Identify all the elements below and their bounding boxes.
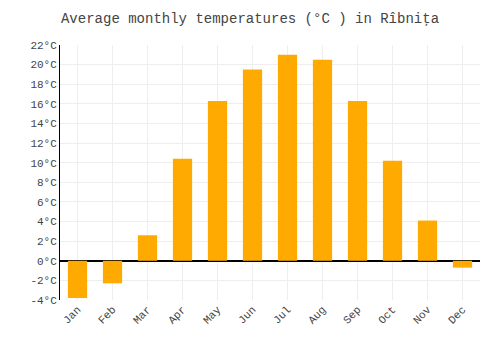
svg-text:14°C: 14°C — [30, 118, 57, 130]
svg-text:-4°C: -4°C — [30, 295, 57, 307]
svg-text:12°C: 12°C — [30, 138, 57, 150]
svg-text:2°C: 2°C — [37, 236, 57, 248]
svg-text:Average monthly temperatures (: Average monthly temperatures (°C ) in Rî… — [61, 11, 439, 27]
svg-text:Jun: Jun — [236, 304, 258, 326]
svg-text:May: May — [201, 304, 224, 327]
svg-text:8°C: 8°C — [37, 177, 57, 189]
svg-text:10°C: 10°C — [30, 158, 57, 170]
svg-text:-2°C: -2°C — [30, 275, 57, 287]
svg-text:16°C: 16°C — [30, 99, 57, 111]
svg-text:Apr: Apr — [166, 304, 188, 326]
svg-text:22°C: 22°C — [30, 40, 57, 52]
svg-text:Mar: Mar — [131, 304, 153, 326]
svg-text:Feb: Feb — [96, 304, 118, 326]
svg-text:Sep: Sep — [341, 304, 363, 326]
svg-text:6°C: 6°C — [37, 197, 57, 209]
svg-text:Nov: Nov — [411, 304, 434, 327]
svg-text:Jan: Jan — [61, 304, 83, 326]
svg-text:Aug: Aug — [306, 304, 328, 326]
svg-text:0°C: 0°C — [37, 256, 57, 268]
svg-text:4°C: 4°C — [37, 216, 57, 228]
svg-text:Dec: Dec — [446, 304, 468, 326]
svg-text:18°C: 18°C — [30, 79, 57, 91]
svg-text:Oct: Oct — [376, 304, 398, 326]
svg-text:20°C: 20°C — [30, 59, 57, 71]
svg-text:Jul: Jul — [271, 304, 293, 326]
